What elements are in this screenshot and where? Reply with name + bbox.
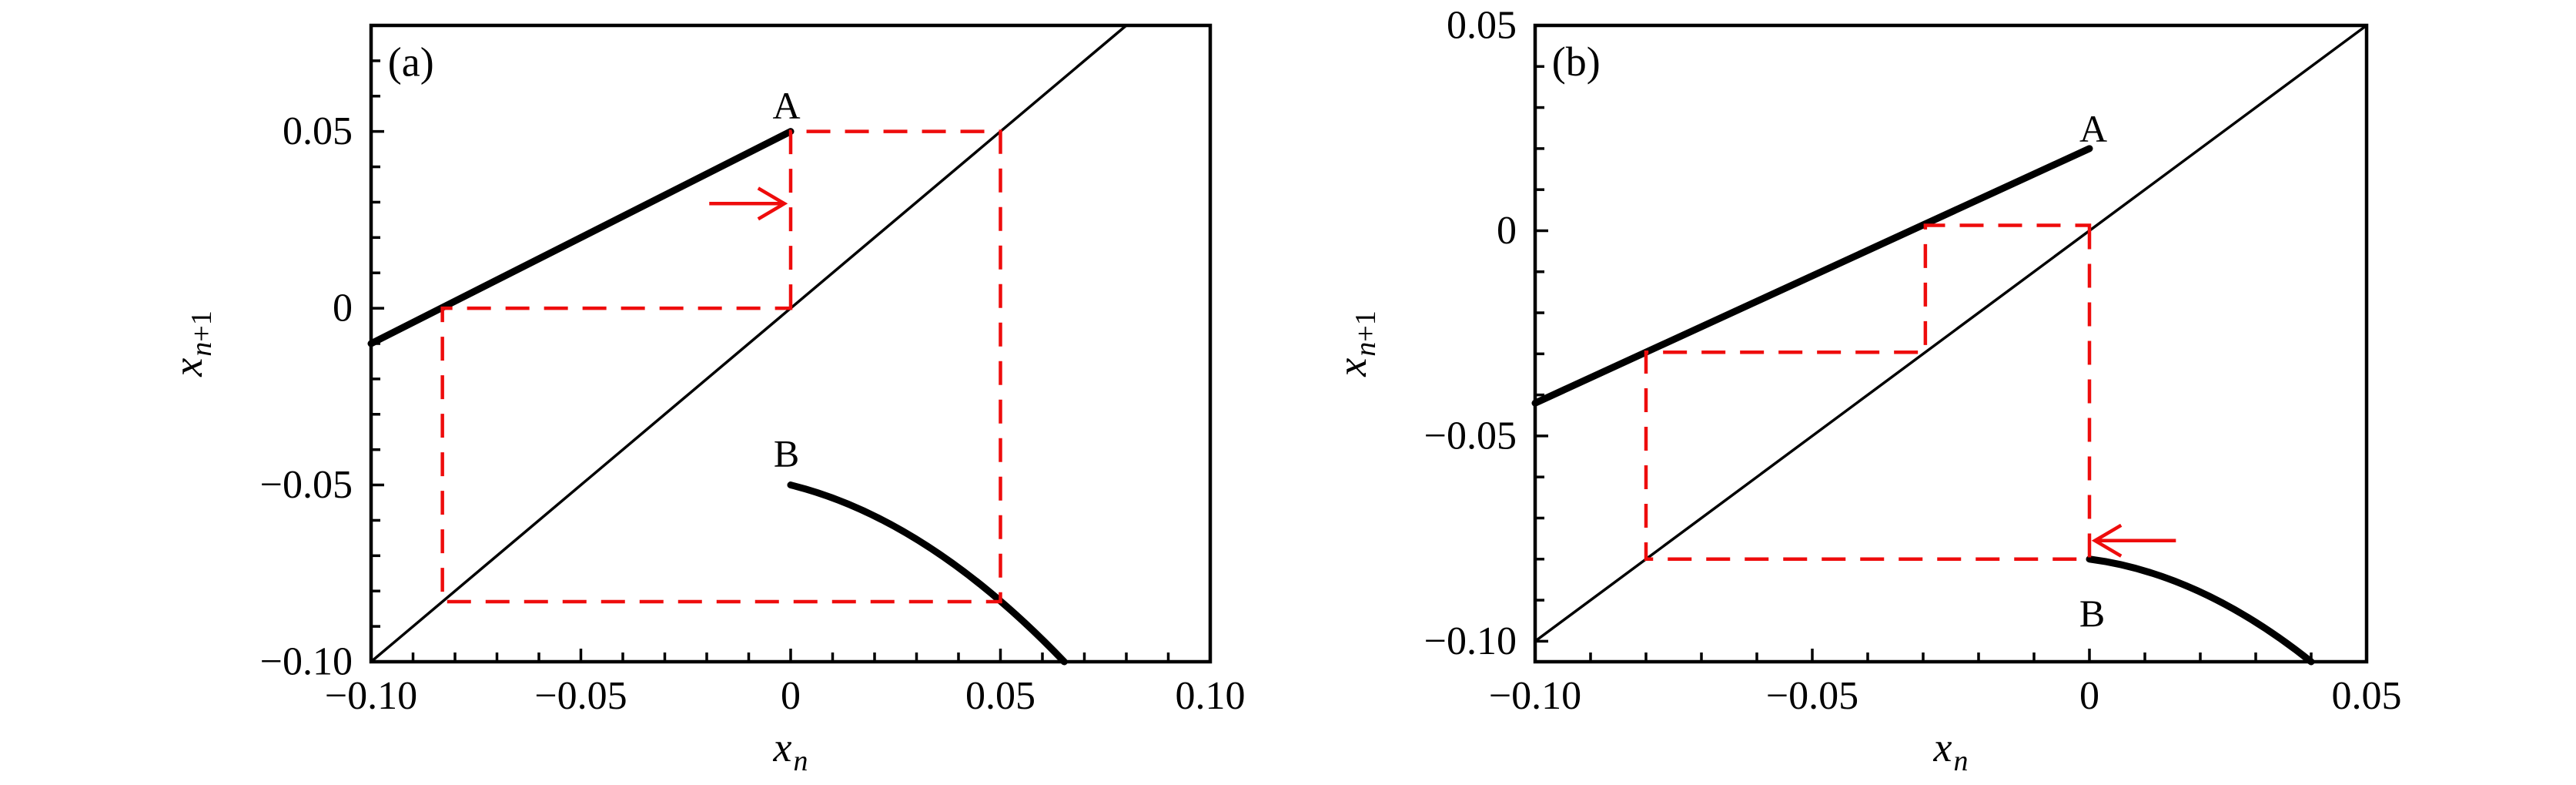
- x-axis-label: xn: [773, 724, 808, 777]
- x-tick-label: −0.10: [325, 674, 417, 718]
- iteration-arrow: [2091, 523, 2176, 558]
- branch-A-label: A: [2079, 107, 2107, 150]
- branch-A-label: A: [772, 84, 800, 127]
- branch-B-curve: [2086, 555, 2315, 666]
- x-tick-label: −0.05: [1766, 674, 1858, 718]
- panel-b: A B (b) −0.10 −0.05 0 0.05 −0.10 −0.05 0 0.05 xn xn+…: [1329, 4, 2402, 778]
- panel-a: A B (a) −0.10 −0.05 0 0.05 0.10 −0.10 −0.05 0 0.05 x…: [165, 23, 1246, 777]
- y-tick-label: −0.05: [260, 463, 353, 507]
- x-tick-label: 0: [781, 674, 801, 718]
- x-tick-label: 0: [2079, 674, 2099, 718]
- branch-A-curve: [1531, 145, 2093, 407]
- y-tick-label: −0.10: [1424, 619, 1517, 663]
- identity-line: [370, 24, 1128, 663]
- x-tick-label: −0.05: [534, 674, 627, 718]
- cobweb-path: [440, 129, 1002, 604]
- x-axis-label: xn: [1933, 724, 1969, 777]
- y-tick-label: 0.05: [1447, 4, 1517, 48]
- branch-B-curve: [787, 481, 1068, 666]
- plot-box: [1533, 23, 2369, 664]
- branch-B-label: B: [2079, 592, 2105, 635]
- panel-tag: (b): [1552, 39, 1601, 85]
- cobweb-path: [1644, 223, 2092, 562]
- iteration-arrow: [709, 186, 788, 221]
- identity-line: [1534, 24, 2368, 642]
- y-tick-label: 0.05: [283, 109, 353, 153]
- iteration-arrow-head: [2091, 523, 2123, 558]
- x-tick-label: 0.05: [2332, 674, 2402, 718]
- x-tick-label: 0.10: [1176, 674, 1246, 718]
- branch-B-label: B: [774, 431, 799, 475]
- y-axis-label: xn+1: [165, 310, 218, 377]
- y-tick-label: 0: [333, 287, 353, 330]
- panel-tag: (a): [388, 39, 434, 85]
- y-tick-label: −0.05: [1424, 414, 1517, 458]
- y-tick-label: −0.10: [260, 640, 353, 684]
- y-axis-label: xn+1: [1329, 310, 1382, 377]
- x-tick-label: 0.05: [965, 674, 1035, 718]
- x-tick-label: −0.10: [1489, 674, 1581, 718]
- y-tick-label: 0: [1497, 209, 1517, 253]
- iteration-arrow-head: [757, 186, 788, 221]
- branch-A-curve: [367, 128, 795, 347]
